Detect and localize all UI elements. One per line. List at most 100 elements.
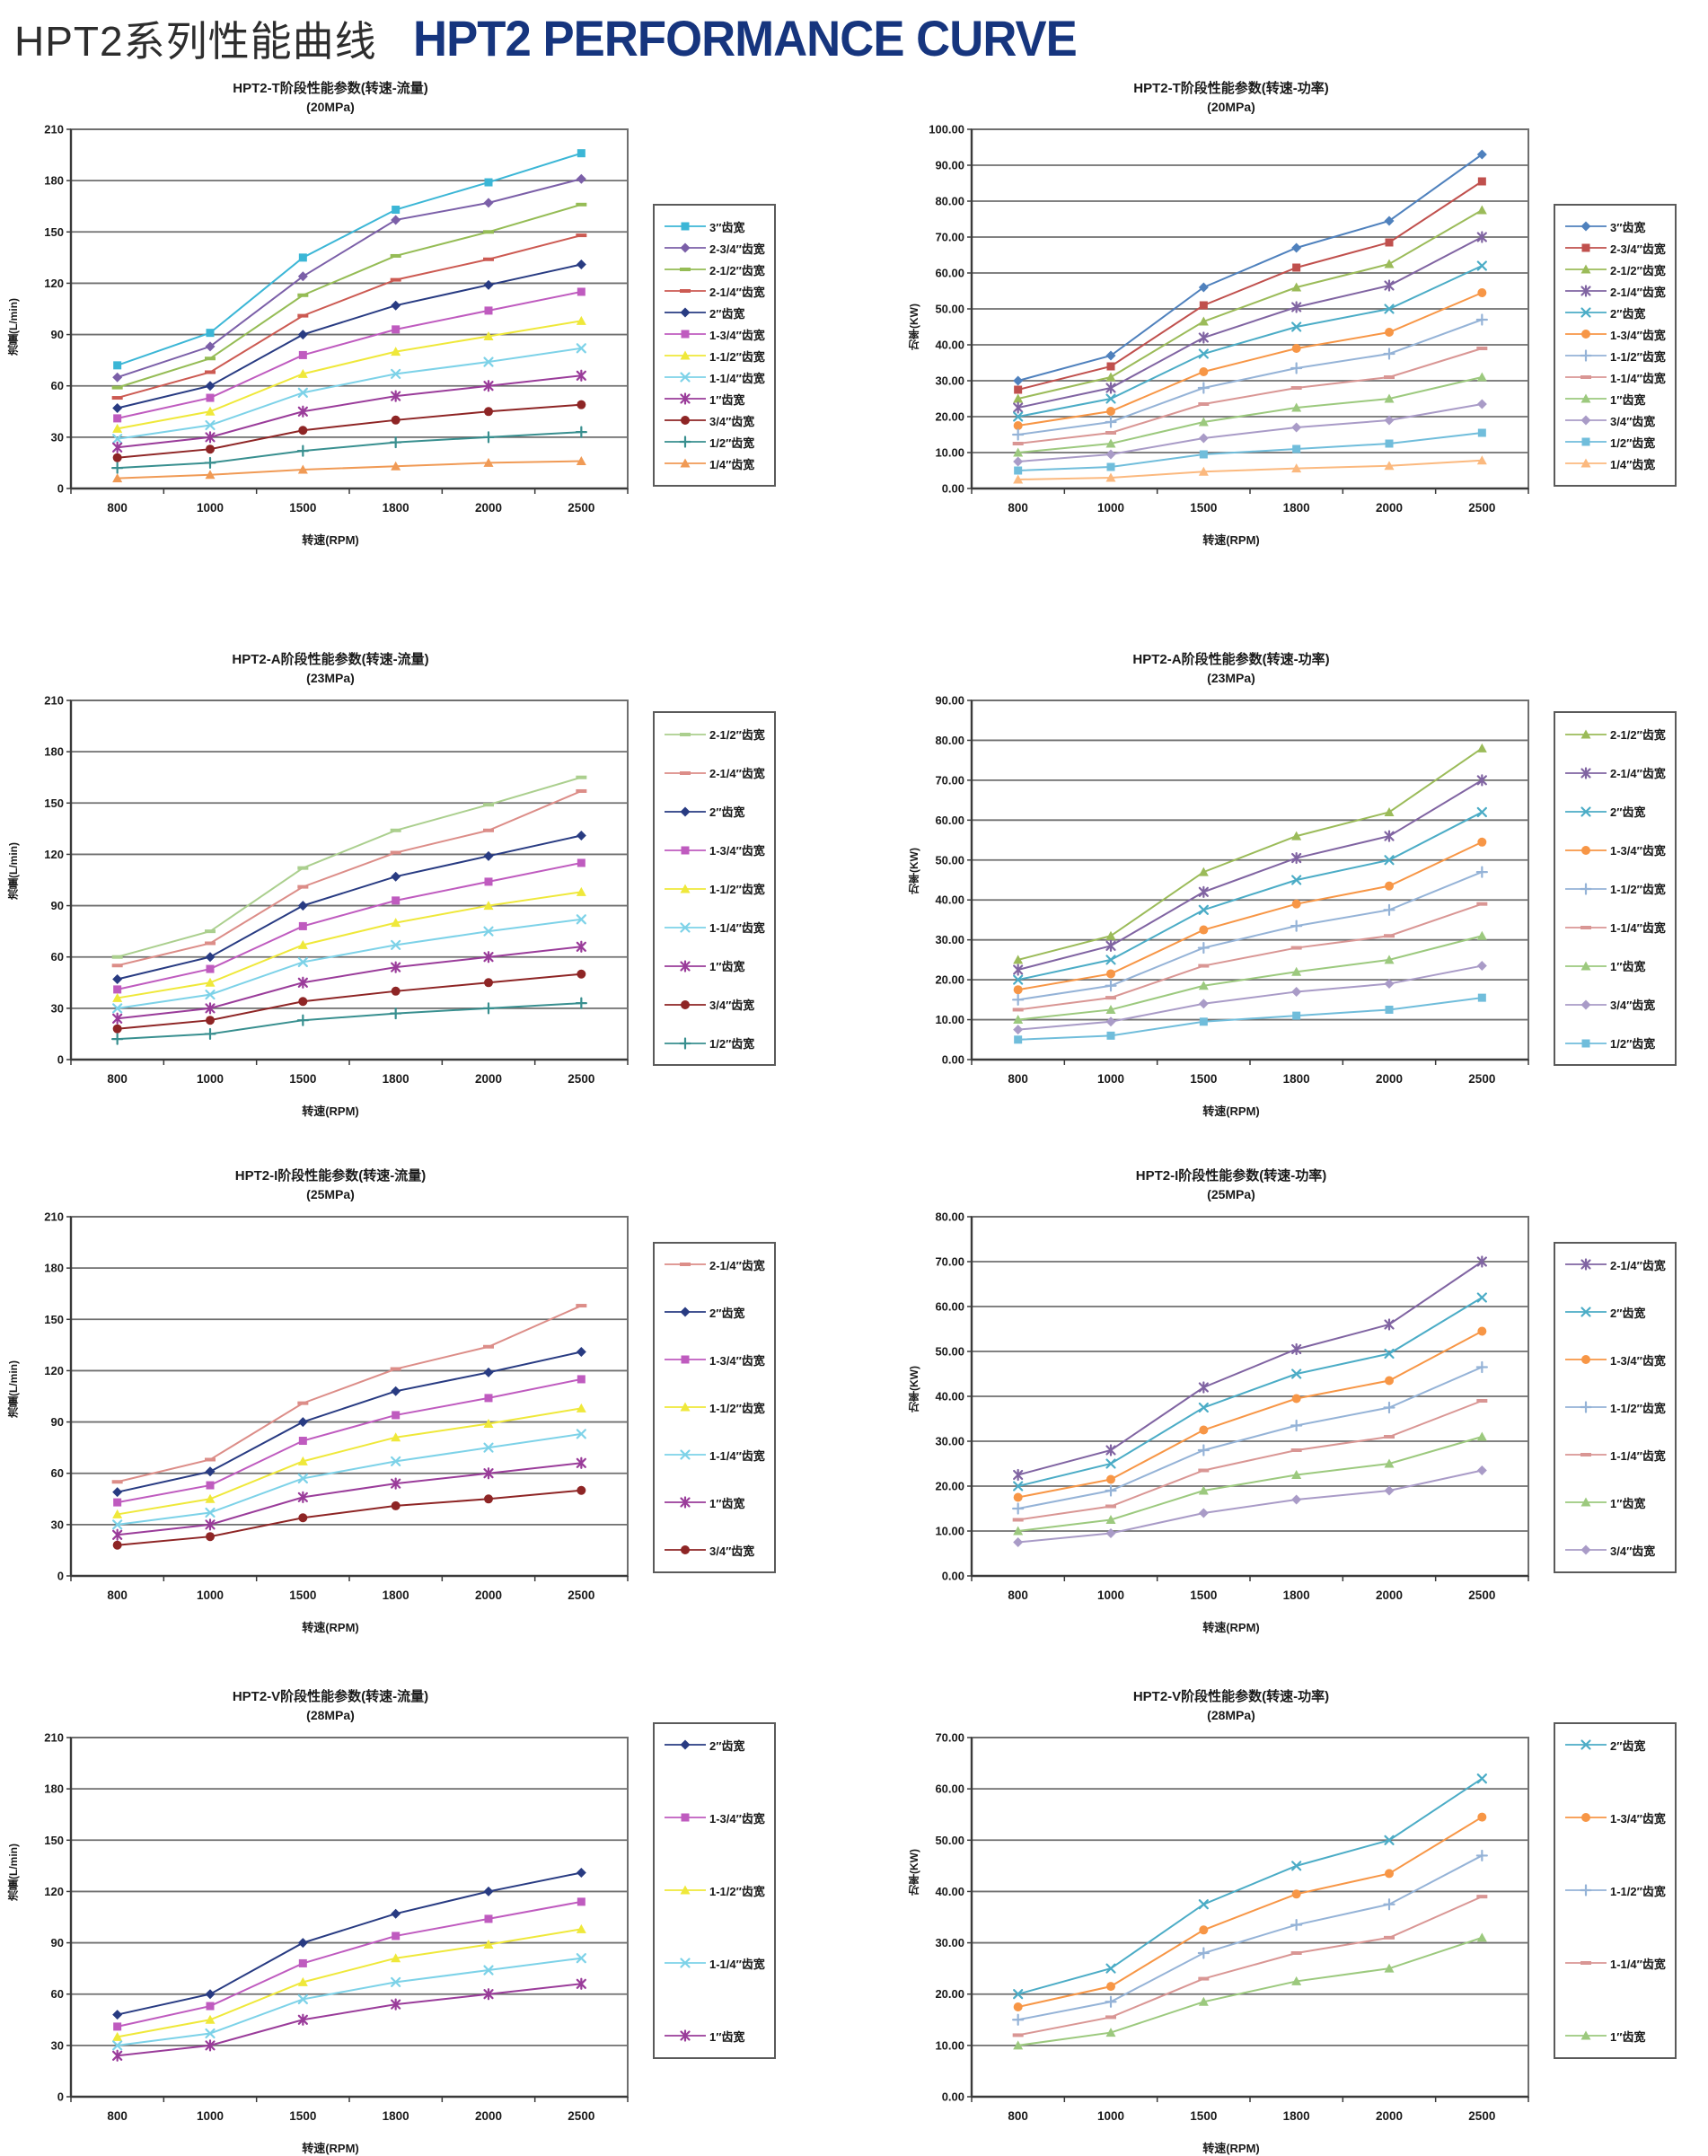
marker-diamond — [1105, 350, 1116, 361]
series-1/4″齿宽 — [112, 455, 586, 483]
marker-star — [1580, 766, 1591, 779]
legend-item: 1-1/2″齿宽 — [1564, 1882, 1666, 1899]
legend-item: 1-3/4″齿宽 — [664, 841, 765, 858]
legend-marker-icon — [665, 1263, 706, 1266]
marker-diamond — [680, 1739, 691, 1750]
marker-triangle — [1105, 1514, 1116, 1524]
series-2-1/4″齿宽 — [111, 788, 587, 968]
legend-item: 1-1/4″齿宽 — [1564, 1955, 1666, 1972]
marker-square — [577, 1375, 585, 1384]
marker-plus — [1383, 1401, 1395, 1414]
legend-marker-icon — [665, 392, 706, 405]
marker-triangle — [680, 1402, 691, 1412]
y-tick-label: 90 — [51, 899, 64, 912]
marker-circle — [298, 997, 308, 1007]
marker-triangle — [1384, 955, 1395, 964]
marker-plus — [1290, 920, 1303, 932]
legend-label: 2-1/2″齿宽 — [1610, 728, 1666, 742]
series-2-3/4″齿宽 — [112, 173, 586, 383]
series-1/2″齿宽 — [111, 997, 587, 1045]
marker-circle — [1385, 881, 1394, 891]
marker-plus — [1475, 1849, 1488, 1861]
plot-svg: 0.00 10.00 20.00 30.00 40.00 50.00 60.00 70.00 8… — [935, 693, 1529, 1086]
series-2″齿宽 — [1013, 1773, 1487, 2000]
legend-item: 1″齿宽 — [1564, 391, 1666, 408]
legend-marker-icon — [665, 999, 706, 1009]
y-tick-label: 50.00 — [935, 1344, 964, 1358]
marker-x — [680, 372, 691, 383]
marker-triangle — [1580, 729, 1591, 738]
marker-diamond — [1198, 1508, 1209, 1518]
series-1-3/4″齿宽 — [1013, 1812, 1487, 2011]
legend-label: 1-3/4″齿宽 — [1610, 328, 1666, 342]
marker-dash — [1476, 1398, 1488, 1403]
marker-circle — [1013, 1492, 1023, 1502]
y-tick-label: 30 — [51, 430, 64, 444]
x-axis-title: 转速(RPM) — [302, 2141, 359, 2155]
marker-triangle — [483, 1418, 494, 1428]
y-axis-title: 功率(KW) — [908, 1366, 920, 1412]
marker-x — [297, 956, 308, 967]
marker-square — [298, 253, 307, 262]
x-axis-title: 转速(RPM) — [1202, 2141, 1260, 2155]
marker-diamond — [483, 1886, 494, 1896]
marker-circle — [681, 999, 690, 1009]
series-1″齿宽 — [112, 369, 586, 453]
marker-triangle — [297, 464, 308, 474]
marker-x — [1476, 260, 1487, 271]
x-tick-label: 2000 — [1376, 1588, 1403, 1602]
marker-diamond — [297, 901, 308, 911]
marker-square — [298, 1436, 307, 1445]
marker-x — [1580, 1307, 1591, 1317]
marker-star — [1198, 1381, 1209, 1394]
legend-item: 1/2″齿宽 — [1564, 1034, 1666, 1052]
marker-dash — [390, 828, 401, 832]
legend-marker-icon — [1565, 437, 1607, 446]
y-tick-label: 60.00 — [935, 814, 964, 827]
legend: 2-1/2″齿宽 2-1/4″齿宽 2″齿宽 1-3/4″齿宽 1-1/2″齿宽 1-1/… — [1554, 711, 1677, 1066]
legend-label: 1-3/4″齿宽 — [709, 1811, 765, 1826]
marker-square — [113, 361, 122, 370]
legend-marker-icon — [1565, 221, 1607, 232]
marker-dash — [1476, 1895, 1488, 1899]
y-axis-title: 流量(L/min) — [7, 298, 20, 356]
legend-item: 2-1/4″齿宽 — [664, 1256, 765, 1273]
marker-dash — [1476, 902, 1488, 906]
legend: 3″齿宽 2-3/4″齿宽 2-1/2″齿宽 2-1/4″齿宽 2″齿宽 1-3/4″齿宽… — [653, 203, 776, 487]
marker-circle — [112, 1024, 122, 1034]
legend-marker-icon — [1565, 1813, 1607, 1822]
marker-circle — [112, 453, 122, 462]
legend-marker-icon — [665, 416, 706, 425]
series-1″齿宽 — [1013, 1932, 1487, 2050]
x-tick-label: 1500 — [1190, 1588, 1217, 1602]
y-tick-label: 90.00 — [935, 693, 964, 707]
series-1-1/4″齿宽 — [112, 343, 586, 444]
marker-triangle — [1291, 282, 1302, 292]
marker-triangle — [483, 901, 494, 911]
series-1″齿宽 — [1013, 930, 1487, 1024]
marker-diamond — [297, 1938, 308, 1949]
legend-item: 2-1/4″齿宽 — [664, 283, 765, 300]
marker-circle — [391, 415, 401, 425]
marker-x — [205, 419, 216, 431]
marker-plus — [1475, 866, 1488, 878]
legend-marker-icon — [1565, 264, 1607, 274]
x-tick-label: 2500 — [568, 501, 594, 515]
legend-label: 1-3/4″齿宽 — [709, 328, 765, 342]
marker-circle — [1199, 1925, 1209, 1935]
marker-star — [297, 1491, 308, 1503]
marker-triangle — [680, 458, 691, 468]
marker-triangle — [1476, 743, 1487, 752]
y-tick-label: 210 — [44, 1210, 64, 1223]
x-tick-label: 1800 — [383, 1072, 409, 1086]
legend-item: 1-3/4″齿宽 — [1564, 841, 1666, 858]
marker-square — [392, 896, 401, 905]
y-tick-label: 70.00 — [935, 230, 964, 243]
marker-triangle — [680, 1885, 691, 1895]
y-tick-label: 120 — [44, 1885, 64, 1898]
y-tick-label: 20.00 — [935, 409, 964, 423]
marker-x — [112, 2040, 123, 2051]
marker-dash — [1105, 996, 1116, 1000]
x-tick-label: 2500 — [568, 2109, 594, 2123]
chart-hpt2-t-power: 功率(KW) HPT2-T阶段性能参数(转速-功率) (20MPa) 0.00 1… — [854, 72, 1708, 611]
